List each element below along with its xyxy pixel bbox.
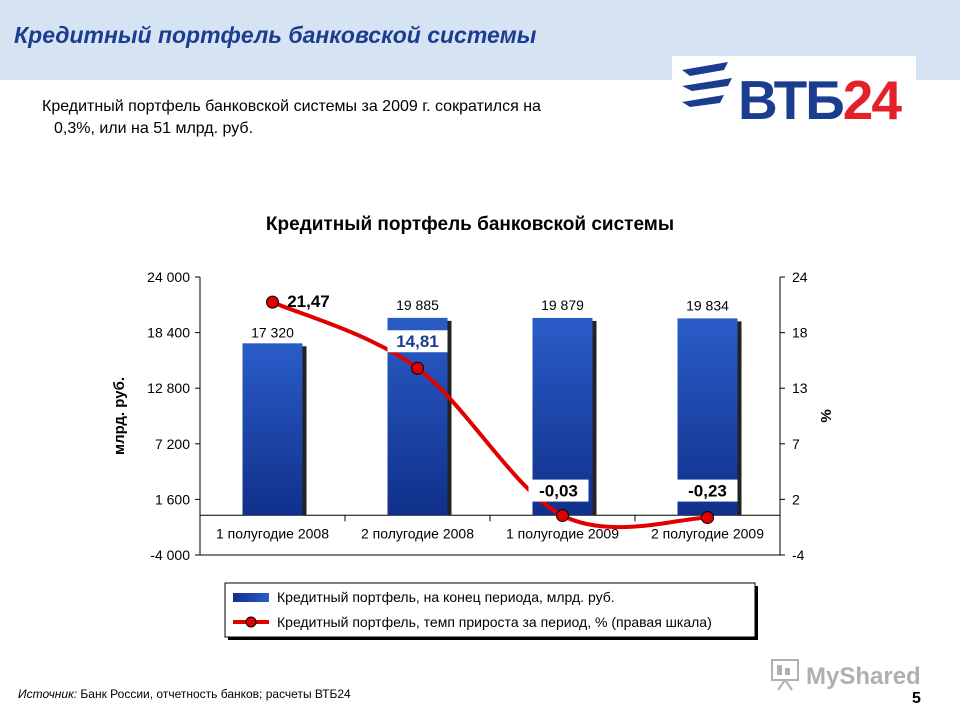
plot-area: 24 000 18 400 12 800 7 200 1 600 -4 000 24 18 13… [147,269,808,563]
chart-title: Кредитный портфель банковской системы [266,214,674,235]
x-category-label: 1 полугодие 2008 [216,525,329,541]
line-label-bg [677,479,738,502]
y-tick-label: 7 200 [155,436,190,452]
line-value-label: -0,23 [688,482,727,501]
source-label: Источник: [18,687,78,701]
y2-tick-label: 18 [792,325,808,341]
legend-bar-swatch [233,593,269,602]
y2-tick-label: 7 [792,436,800,452]
line-point [701,511,714,525]
y2-tick-label: -4 [792,547,805,563]
summary-text: Кредитный портфель банковской системы за… [42,96,642,140]
x-category-label: 1 полугодие 2009 [506,525,619,541]
bar [242,343,303,516]
x-category-label: 2 полугодие 2008 [361,525,474,541]
legend-bar-label: Кредитный портфель, на конец периода, мл… [277,589,615,605]
bar-value-label: 19 834 [686,297,729,313]
line-value-label: 14,81 [396,332,439,351]
line-value-label: -0,03 [539,482,578,501]
logo-wordmark: ВТБ24 [738,69,902,131]
vtb-emblem-icon [682,62,732,107]
y-tick-label: -4 000 [150,547,190,563]
summary-line-2: 0,3%, или на 51 млрд. руб. [54,120,254,137]
slide-title: Кредитный портфель банковской системы [14,22,537,48]
combo-chart: Кредитный портфель банковской системы 24… [111,214,835,640]
y-axis-label: млрд. руб. [111,377,128,455]
line-point [411,361,424,375]
y-tick-label: 1 600 [155,491,190,507]
source-text: Банк России, отчетность банков; расчеты … [80,687,351,701]
y-tick-label: 24 000 [147,269,190,285]
legend-box [224,582,756,638]
legend-line-label: Кредитный портфель, темп прироста за пер… [277,614,712,630]
page-number: 5 [912,690,921,707]
vtb24-logo: ВТБ24 [672,56,916,134]
line-label-bg [387,330,448,353]
watermark-text: MyShared [806,663,921,690]
logo-text-main: ВТБ [738,69,845,131]
legend: Кредитный портфель, на конец периода, мл… [224,582,758,640]
bar-value-label: 17 320 [251,324,294,340]
y2-axis-label: % [818,409,835,422]
bar-value-label: 19 879 [541,297,584,313]
y2-tick-label: 24 [792,269,808,285]
line-label-bg [528,479,589,502]
logo-text-accent: 24 [842,69,902,131]
presentation-icon [771,659,799,691]
summary-line-1: Кредитный портфель банковской системы за… [42,98,541,115]
line-point [266,295,279,309]
y-tick-label: 18 400 [147,325,190,341]
line-value-label: 21,47 [287,292,330,311]
x-category-label: 2 полугодие 2009 [651,525,764,541]
line-point [556,509,569,523]
myshared-watermark: MyShared [771,659,921,691]
legend-line-marker [245,616,257,628]
source-note: Источник: Банк России, отчетность банков… [18,687,351,701]
y2-tick-label: 2 [792,491,800,507]
y2-tick-label: 13 [792,380,808,396]
bar-value-label: 19 885 [396,297,439,313]
y-tick-label: 12 800 [147,380,190,396]
growth-rate-line [271,300,708,530]
